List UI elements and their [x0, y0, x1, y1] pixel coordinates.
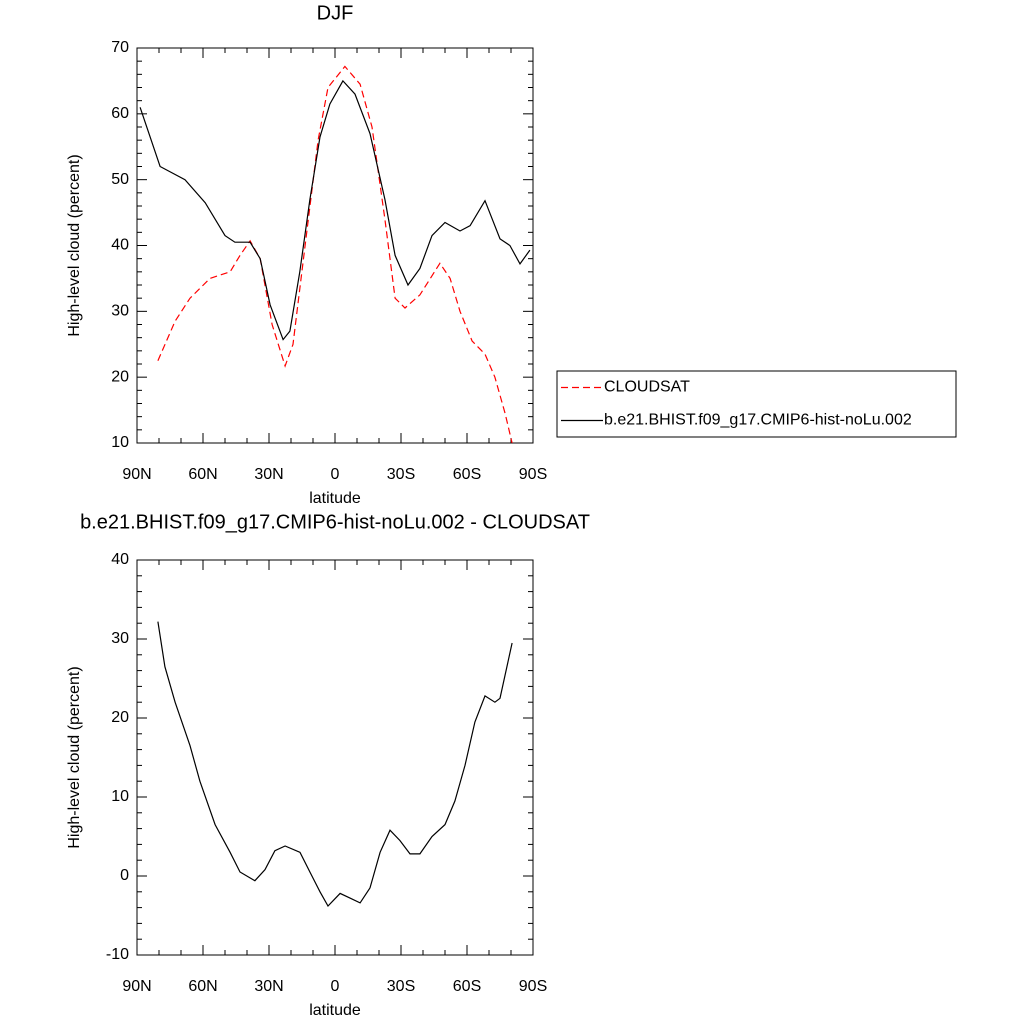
- x-tick-label: 90S: [519, 978, 547, 995]
- y-tick-label: 0: [120, 867, 129, 884]
- plot-frame: [136, 47, 534, 444]
- y-tick-label: 20: [111, 709, 129, 726]
- x-tick-label: 90N: [122, 978, 151, 995]
- y-tick-label: 70: [111, 39, 129, 56]
- legend-label: b.e21.BHIST.f09_g17.CMIP6-hist-noLu.002: [604, 412, 912, 429]
- legend-label: CLOUDSAT: [604, 379, 690, 396]
- legend-box: [556, 370, 957, 438]
- y-tick-label: 30: [111, 630, 129, 647]
- x-tick-label: 30N: [254, 978, 283, 995]
- x-tick-label: 30N: [254, 466, 283, 483]
- x-tick-label: 30S: [387, 466, 415, 483]
- data-line: [157, 621, 513, 907]
- y-axis-label: High-level cloud (percent): [66, 154, 83, 336]
- data-line: [157, 65, 513, 444]
- x-tick-label: 60S: [453, 466, 481, 483]
- x-tick-label: 0: [331, 978, 340, 995]
- x-tick-label: 60N: [188, 466, 217, 483]
- y-tick-label: 40: [111, 237, 129, 254]
- y-tick-label: 50: [111, 171, 129, 188]
- y-tick-label: 10: [111, 788, 129, 805]
- x-tick-label: 90S: [519, 466, 547, 483]
- y-axis-label: High-level cloud (percent): [66, 666, 83, 848]
- x-tick-label: 90N: [122, 466, 151, 483]
- y-tick-label: 60: [111, 105, 129, 122]
- x-tick-label: 0: [331, 466, 340, 483]
- y-tick-label: 20: [111, 368, 129, 385]
- y-tick-label: 40: [111, 551, 129, 568]
- x-axis-label: latitude: [309, 490, 361, 507]
- y-tick-label: -10: [106, 946, 129, 963]
- y-tick-label: 10: [111, 434, 129, 451]
- x-axis-label: latitude: [309, 1002, 361, 1019]
- chart-title: b.e21.BHIST.f09_g17.CMIP6-hist-noLu.002 …: [80, 511, 590, 533]
- chart-title: DJF: [317, 2, 354, 24]
- x-tick-label: 30S: [387, 978, 415, 995]
- data-line: [139, 79, 531, 341]
- y-tick-label: 30: [111, 303, 129, 320]
- x-tick-label: 60S: [453, 978, 481, 995]
- plot-frame: [136, 559, 534, 956]
- x-tick-label: 60N: [188, 978, 217, 995]
